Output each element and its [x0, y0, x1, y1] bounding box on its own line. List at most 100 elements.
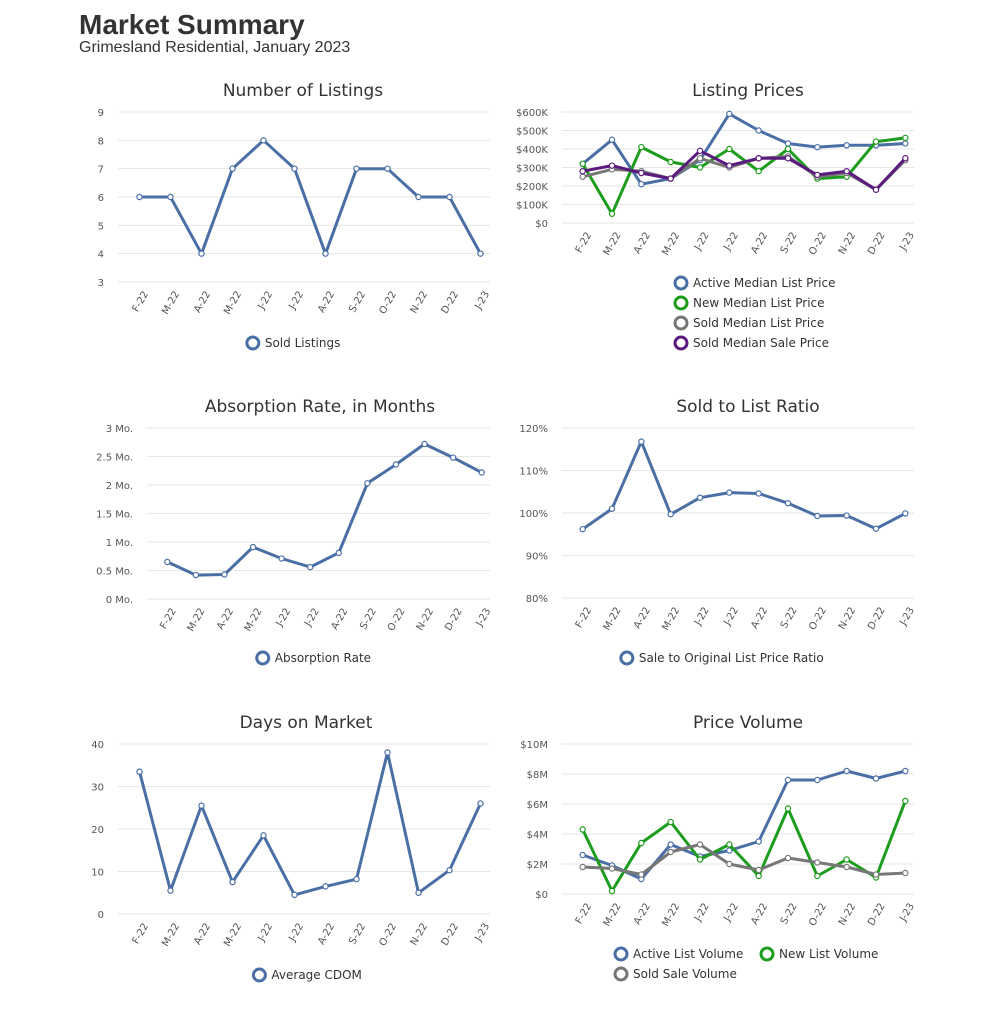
- legend-item-sold-median-list-price: Sold Median List Price: [673, 315, 824, 331]
- sale-to-original-list-price-ratio-point: [843, 512, 850, 519]
- sold-listings-point: [384, 165, 391, 172]
- y-tick-label: $300K: [516, 164, 548, 175]
- sold-median-sale-price-point: [872, 186, 880, 193]
- legend-label: Sold Median List Price: [693, 316, 824, 330]
- x-tick-label: F-22: [574, 902, 595, 927]
- y-tick-label: $100K: [516, 201, 548, 212]
- x-tick-label: J-22: [302, 607, 321, 630]
- legend-item-sale-to-original-list-price-ratio: Sale to Original List Price Ratio: [619, 650, 824, 666]
- new-median-list-price-point: [902, 134, 909, 142]
- active-list-volume-line: [581, 769, 907, 881]
- sale-to-original-list-price-ratio-point: [696, 494, 704, 501]
- x-tick-label: M-22: [160, 922, 182, 949]
- x-tick-label: D-22: [866, 231, 888, 257]
- sold-listings-point: [167, 193, 174, 201]
- x-tick-label: N-22: [409, 922, 430, 948]
- sold-sale-volume-point: [814, 859, 821, 866]
- absorption-rate-point: [164, 558, 171, 566]
- x-tick-label: J-23: [897, 606, 916, 629]
- active-list-volume-point: [872, 775, 880, 782]
- sold-listings-point: [446, 193, 453, 201]
- y-tick-label: $400K: [516, 145, 548, 156]
- x-tick-label: J-22: [256, 922, 275, 945]
- x-tick-label: J-23: [473, 922, 490, 945]
- average-cdom-point: [446, 867, 453, 874]
- absorption-svg: Absorption Rate, in Months 0 Mo. 0.5 Mo. 1 …: [96, 397, 490, 666]
- new-median-list-price-point: [872, 138, 880, 145]
- sold-median-sale-price-point: [784, 155, 792, 162]
- sold-sale-volume-point: [902, 869, 909, 877]
- new-median-list-price-point: [726, 145, 733, 153]
- prices-svg: Listing Prices $0 $100K $200K $300K $400K $500…: [516, 81, 917, 351]
- sale-to-original-list-price-ratio-point: [726, 489, 733, 496]
- y-tick-label: 0 Mo.: [106, 595, 133, 606]
- absorption-rate-point: [335, 549, 342, 557]
- legend-label: New Median List Price: [693, 296, 825, 310]
- y-tick-label: $2M: [527, 860, 548, 871]
- y-tick-label: $200K: [516, 182, 548, 193]
- absorption-rate-point: [364, 480, 371, 487]
- legend-label: Sold Median Sale Price: [693, 336, 829, 350]
- y-tick-label: $600K: [516, 108, 548, 119]
- y-tick-label: 10: [91, 868, 104, 879]
- legend-marker: [613, 966, 629, 982]
- average-cdom-line: [138, 751, 482, 897]
- y-tick-label: 7: [98, 165, 104, 176]
- average-cdom-point: [477, 800, 484, 807]
- new-list-volume-point: [667, 818, 674, 826]
- new-list-volume-point: [902, 797, 909, 805]
- new-list-volume-point: [726, 841, 733, 848]
- x-tick-label: J-22: [256, 290, 275, 313]
- y-tick-label: 2 Mo.: [106, 481, 133, 492]
- active-median-list-price-point: [755, 127, 762, 134]
- active-median-list-price-point: [638, 180, 645, 188]
- x-tick-label: A-22: [316, 922, 337, 947]
- legend-label: Active List Volume: [633, 947, 743, 961]
- legend-item-new-median-list-price: New Median List Price: [673, 295, 825, 311]
- active-median-list-price-line: [581, 112, 907, 186]
- x-tick-label: A-22: [316, 290, 337, 315]
- sold-median-sale-price-point: [755, 155, 762, 162]
- listings-svg: Number of Listings 3 4 5 6 7 8 9 F-22 M-22 A-22 M-2…: [98, 81, 490, 351]
- legend-label: Absorption Rate: [275, 651, 371, 665]
- average-cdom-point: [384, 749, 391, 756]
- legend-label: New List Volume: [779, 947, 878, 961]
- y-tick-label: 40: [91, 740, 104, 751]
- new-list-volume-point: [608, 887, 616, 895]
- sold-listings-point: [322, 250, 329, 257]
- sold-listings-point: [353, 165, 360, 172]
- x-tick-label: M-22: [660, 231, 682, 258]
- sale-to-original-list-price-ratio-point: [667, 511, 674, 518]
- x-tick-label: J-23: [473, 290, 490, 313]
- chart-title: Listing Prices: [692, 81, 804, 101]
- y-tick-label: $4M: [527, 830, 548, 841]
- x-tick-label: J-22: [692, 231, 711, 254]
- new-median-list-price-point: [608, 210, 616, 217]
- x-tick-label: M-22: [243, 607, 265, 634]
- active-list-volume-point: [755, 838, 762, 845]
- active-list-volume-point: [843, 767, 850, 775]
- y-tick-label: 120%: [519, 424, 548, 435]
- y-tick-label: 30: [91, 783, 104, 794]
- sold-listings-point: [229, 165, 236, 172]
- x-tick-label: M-22: [222, 290, 244, 317]
- sale-to-original-list-price-ratio-point: [579, 525, 586, 533]
- x-tick-label: J-22: [721, 230, 740, 253]
- x-tick-label: O-22: [807, 902, 829, 929]
- y-tick-label: $0: [535, 219, 548, 230]
- x-tick-label: A-22: [749, 231, 770, 256]
- absorption-rate-point: [449, 454, 457, 461]
- legend-marker: [245, 335, 261, 351]
- new-median-list-price-point: [579, 160, 586, 168]
- legend-label: Average CDOM: [271, 968, 362, 982]
- chart-title: Number of Listings: [223, 81, 383, 101]
- legend-item-new-list-volume: New List Volume: [759, 946, 878, 962]
- sale-to-original-list-price-ratio-point: [638, 438, 645, 445]
- active-list-volume-point: [579, 851, 586, 859]
- new-median-list-price-point: [696, 164, 704, 171]
- active-median-list-price-point: [608, 136, 616, 143]
- sale-to-original-list-price-ratio-line: [581, 440, 907, 531]
- new-median-list-price-point: [755, 167, 762, 175]
- new-list-volume-point: [784, 805, 792, 812]
- new-list-volume-point: [579, 826, 586, 833]
